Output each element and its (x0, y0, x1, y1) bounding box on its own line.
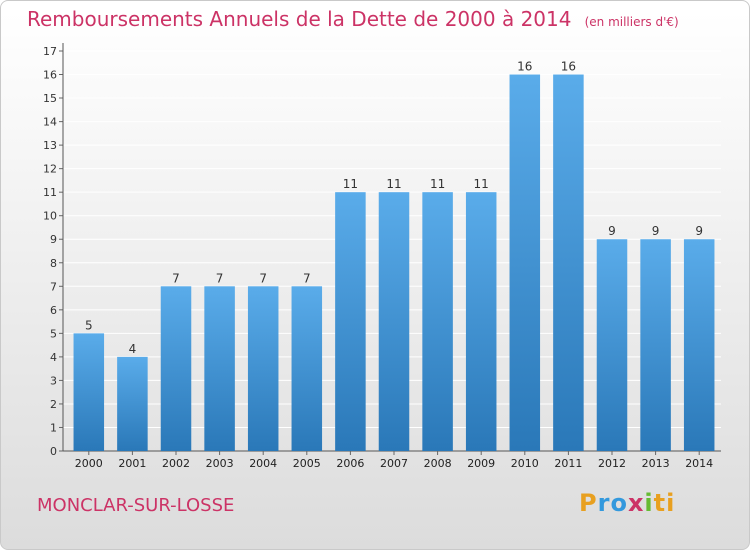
bar (596, 239, 628, 451)
x-tick-label: 2008 (424, 457, 452, 470)
bar-value-label: 16 (561, 60, 576, 74)
bar (640, 239, 671, 451)
logo-letter: P (579, 489, 598, 517)
y-tick-label: 3 (50, 374, 57, 387)
bar (117, 356, 148, 451)
x-tick-label: 2012 (598, 457, 626, 470)
logo-letter: r (597, 489, 611, 517)
y-tick-label: 5 (50, 327, 57, 340)
bar-value-label: 7 (303, 271, 311, 285)
bar-value-label: 4 (129, 342, 137, 356)
bar (160, 286, 192, 451)
logo-letter: o (610, 489, 628, 517)
bar (378, 192, 410, 452)
proxiti-logo: Proxiti (579, 489, 675, 517)
logo-letter: i (644, 489, 654, 517)
y-tick-label: 17 (43, 45, 57, 58)
bar-value-label: 11 (430, 177, 445, 191)
y-tick-label: 13 (43, 139, 57, 152)
x-tick-label: 2009 (467, 457, 495, 470)
bar-value-label: 9 (608, 224, 616, 238)
bar-value-label: 9 (652, 224, 660, 238)
chart-unit-note: (en milliers d'€) (584, 15, 679, 29)
bar (247, 286, 279, 451)
x-tick-label: 2007 (380, 457, 408, 470)
bar (509, 74, 541, 451)
bar (422, 192, 453, 452)
x-tick-label: 2000 (75, 457, 103, 470)
bar-value-label: 11 (474, 177, 489, 191)
bar-value-label: 7 (172, 271, 180, 285)
bar (465, 192, 497, 452)
chart-title-block: Remboursements Annuels de la Dette de 20… (27, 7, 679, 31)
x-tick-label: 2013 (642, 457, 670, 470)
y-tick-label: 0 (50, 445, 57, 458)
x-tick-label: 2006 (336, 457, 364, 470)
y-tick-label: 2 (50, 398, 57, 411)
logo-letter: t (653, 489, 667, 517)
logo-letter: i (666, 489, 676, 517)
bar (291, 286, 323, 451)
y-tick-label: 15 (43, 92, 57, 105)
bar-value-label: 16 (517, 60, 532, 74)
x-tick-label: 2005 (293, 457, 321, 470)
y-tick-label: 4 (50, 351, 57, 364)
x-tick-label: 2004 (249, 457, 277, 470)
chart-title: Remboursements Annuels de la Dette de 20… (27, 7, 572, 31)
bar-value-label: 11 (386, 177, 401, 191)
y-tick-label: 11 (43, 186, 57, 199)
x-tick-label: 2010 (511, 457, 539, 470)
y-tick-label: 1 (50, 421, 57, 434)
y-tick-label: 16 (43, 69, 57, 82)
bar-value-label: 7 (216, 271, 224, 285)
x-tick-label: 2014 (685, 457, 713, 470)
x-tick-label: 2001 (118, 457, 146, 470)
bar-value-label: 5 (85, 318, 93, 332)
y-tick-label: 12 (43, 163, 57, 176)
y-tick-label: 14 (43, 116, 57, 129)
bar-value-label: 11 (343, 177, 358, 191)
y-tick-label: 9 (50, 233, 57, 246)
bar (553, 74, 584, 451)
bar (335, 192, 366, 452)
bar-value-label: 9 (695, 224, 703, 238)
logo-letter: x (627, 489, 645, 517)
x-tick-label: 2002 (162, 457, 190, 470)
bar-value-label: 7 (259, 271, 267, 285)
bar (683, 239, 715, 451)
y-tick-label: 10 (43, 210, 57, 223)
bar (73, 333, 105, 451)
x-tick-label: 2011 (554, 457, 582, 470)
y-tick-label: 8 (50, 257, 57, 270)
commune-name: MONCLAR-SUR-LOSSE (37, 495, 235, 516)
x-tick-label: 2003 (206, 457, 234, 470)
y-tick-label: 6 (50, 304, 57, 317)
bar (204, 286, 235, 451)
y-tick-label: 7 (50, 280, 57, 293)
